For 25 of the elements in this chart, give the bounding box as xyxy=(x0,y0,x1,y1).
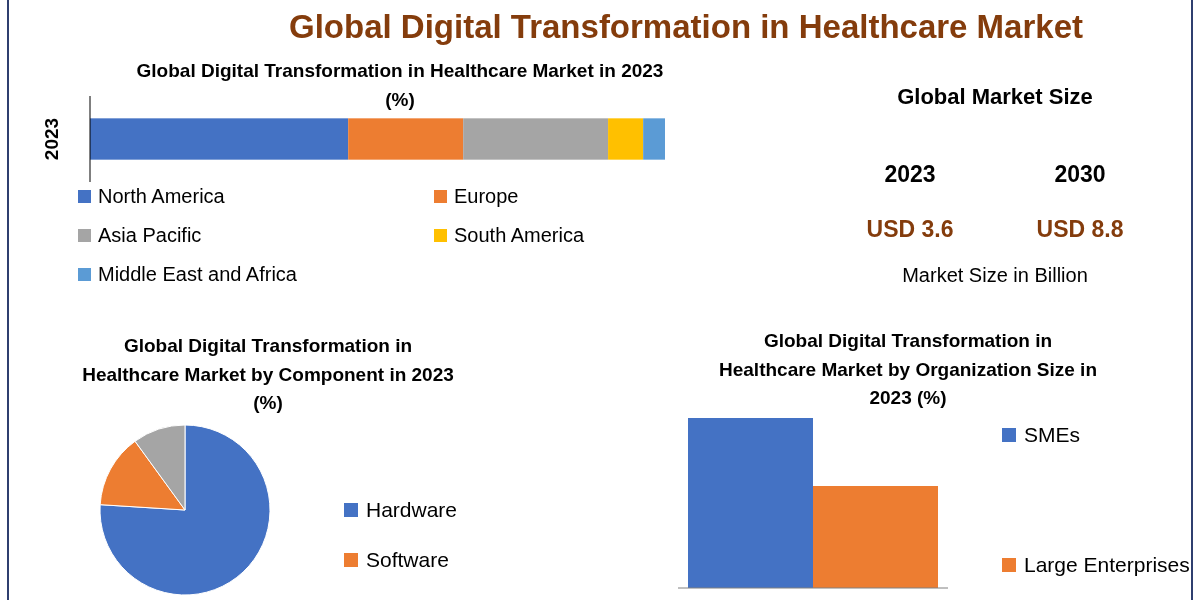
legend-label: South America xyxy=(454,224,585,246)
text: 2030 xyxy=(1054,161,1106,187)
text: USD 3.6 xyxy=(866,216,954,242)
bar xyxy=(463,118,609,160)
legend-label: Europe xyxy=(454,185,519,207)
text: USD 8.8 xyxy=(1036,216,1124,242)
legend-label: Software xyxy=(366,548,449,571)
text: 2023 xyxy=(884,161,936,187)
legend-label: Middle East and Africa xyxy=(98,263,298,285)
bar xyxy=(90,118,349,160)
legend-label: North America xyxy=(98,185,226,207)
legend-label: Asia Pacific xyxy=(98,224,202,246)
chart-title: Global Digital Transformation in Healthcare Market xyxy=(288,8,1084,45)
text: Market Size in Billion xyxy=(902,264,1088,286)
chart-title: Global Digital Transformation in Healthcare Market by Component in 2023 (%) xyxy=(82,335,454,413)
bar xyxy=(643,118,665,160)
text: Global Market Size xyxy=(897,84,1093,109)
legend-label: Large Enterprises xyxy=(1024,553,1190,576)
legend-label: Hardware xyxy=(366,498,458,521)
chart-subtitle: Global Digital Transformation in Healthcare Market in 2023 (%) xyxy=(136,60,664,110)
bar xyxy=(608,118,644,160)
pie-slice xyxy=(99,424,271,596)
bar xyxy=(348,118,464,160)
chart-title: Global Digital Transformation in Healthcare Market by Organization Size in 2023 (%) xyxy=(719,330,1097,408)
legend-label: SMEs xyxy=(1024,423,1081,446)
